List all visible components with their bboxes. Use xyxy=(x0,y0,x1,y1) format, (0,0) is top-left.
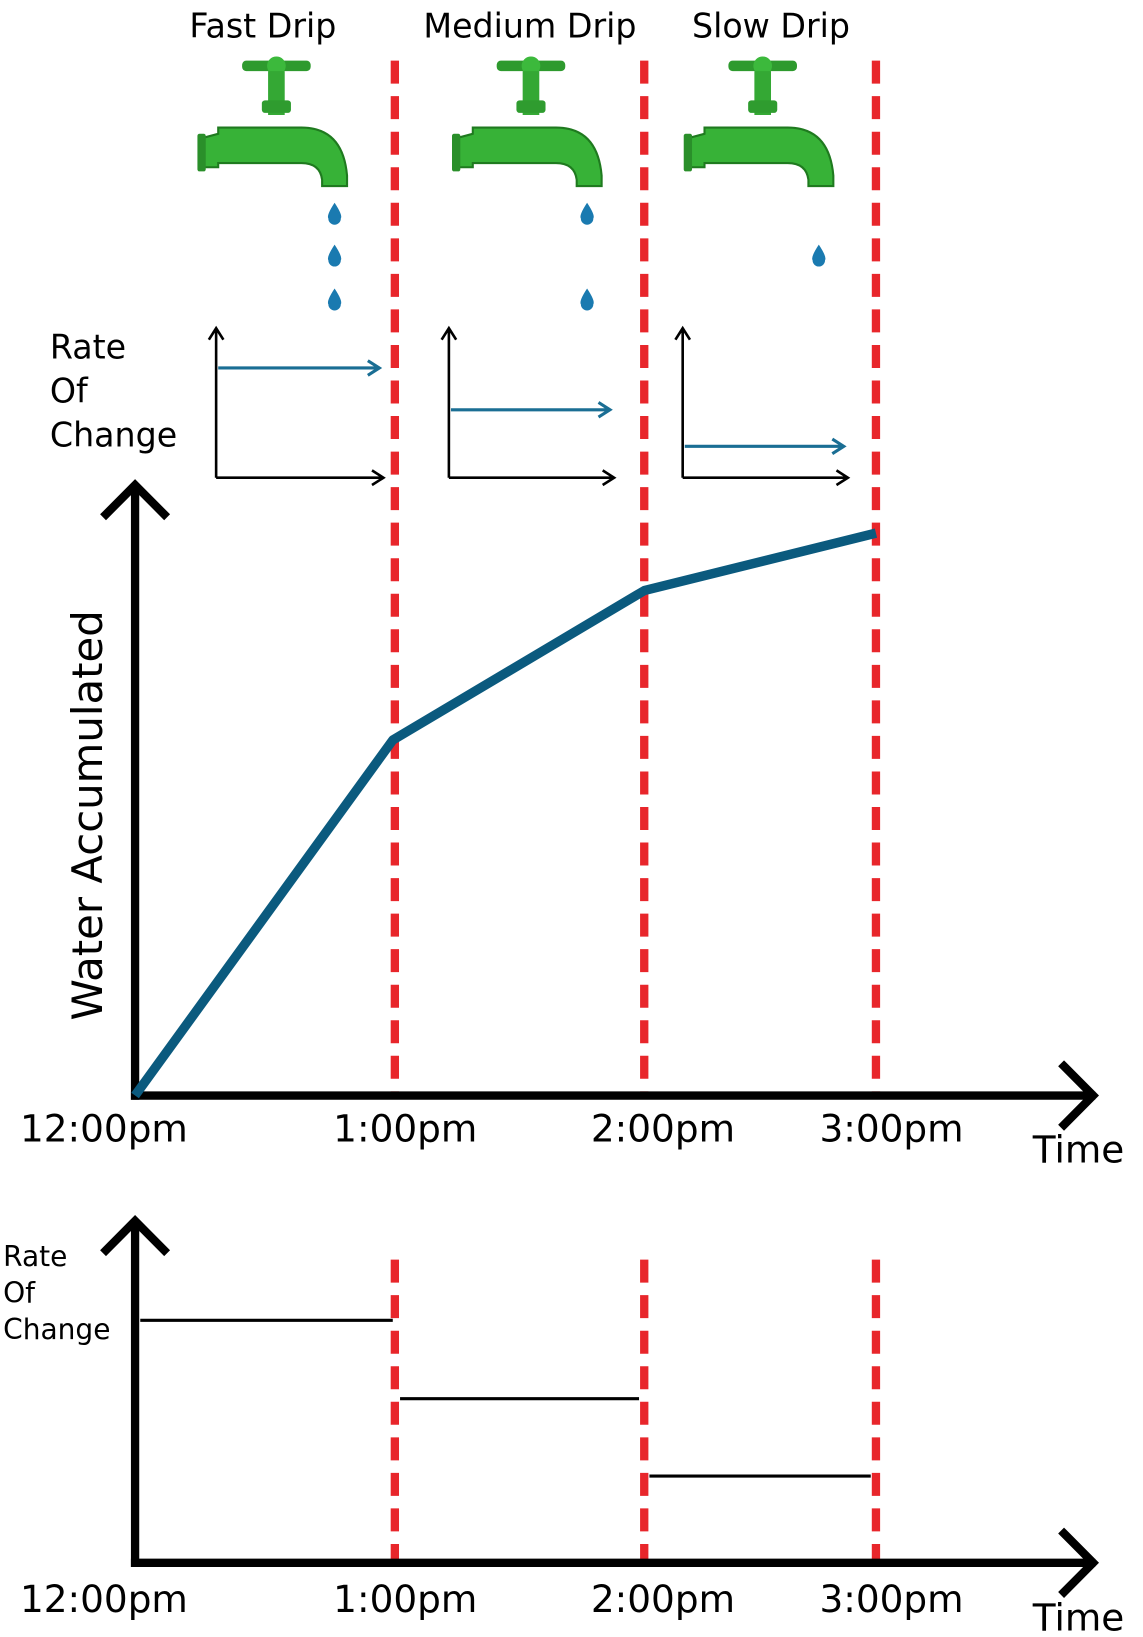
rate-label: Change xyxy=(50,415,177,454)
drop xyxy=(327,288,342,311)
header-label: Slow Drip xyxy=(692,7,850,46)
x-tick-label: 12:00pm xyxy=(20,1106,188,1150)
x-tick-label: 3:00pm xyxy=(819,1106,963,1150)
drop xyxy=(327,244,342,267)
x-tick-label: 1:00pm xyxy=(333,1577,477,1621)
x-tick-label: 2:00pm xyxy=(591,1106,735,1150)
rate-axes xyxy=(100,1215,1100,1598)
drop xyxy=(580,288,594,311)
x-tick-label: 12:00pm xyxy=(20,1577,188,1621)
drop xyxy=(812,244,826,267)
faucet xyxy=(196,55,349,188)
drop xyxy=(580,202,594,225)
rate-label: Rate xyxy=(50,327,126,366)
x-tick-label: 2:00pm xyxy=(591,1577,735,1621)
main-axes xyxy=(100,479,1100,1131)
faucet xyxy=(682,55,835,188)
x-axis-label: Time xyxy=(1032,1127,1125,1171)
y-axis-label: Rate xyxy=(3,1240,67,1273)
header-label: Medium Drip xyxy=(423,7,636,46)
x-tick-label: 3:00pm xyxy=(819,1577,963,1621)
accumulation-line xyxy=(131,528,878,1099)
mini-charts xyxy=(207,325,851,487)
drop xyxy=(327,202,342,225)
dividers xyxy=(390,60,881,1560)
header-label: Fast Drip xyxy=(189,7,336,46)
rate-label: Of xyxy=(50,371,89,410)
rate-steps xyxy=(140,1318,871,1478)
y-axis-label: Of xyxy=(3,1276,36,1309)
y-axis-label: Change xyxy=(3,1313,110,1346)
x-tick-label: 1:00pm xyxy=(333,1106,477,1150)
faucet xyxy=(450,55,603,188)
x-axis-label: Time xyxy=(1032,1596,1125,1637)
y-axis-label: Water Accumulated xyxy=(63,610,112,1020)
